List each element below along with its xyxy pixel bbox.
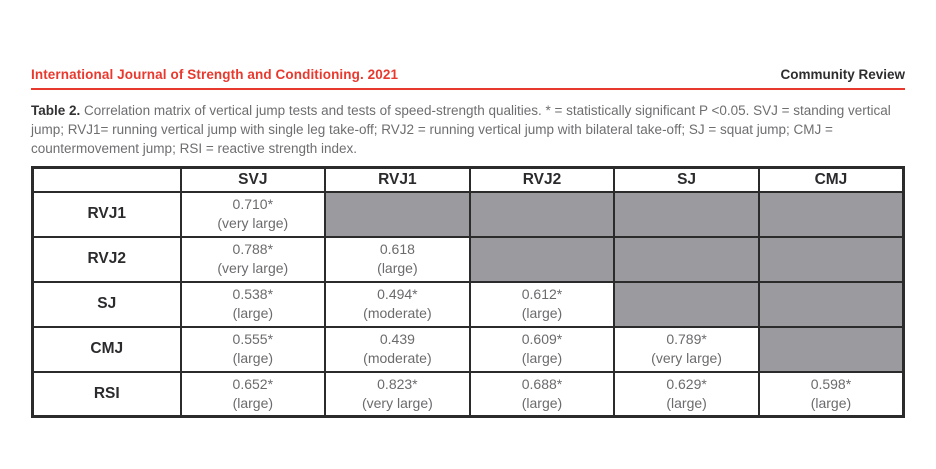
correlation-magnitude: (large) (232, 350, 274, 366)
correlation-magnitude: (large) (666, 394, 707, 411)
correlation-magnitude: (large) (232, 394, 274, 411)
empty-cell (324, 190, 471, 238)
correlation-magnitude: (very large) (217, 215, 289, 231)
row-header-rvj1: RVJ1 (31, 190, 182, 238)
cell-cmj-sj: 0.789* (very large) (613, 325, 760, 373)
empty-cell (613, 190, 760, 238)
table-row-rsi: RSI 0.652* (large) 0.823* (very large) 0… (31, 370, 905, 418)
cell-sj-svj: 0.538* (large) (179, 280, 327, 328)
column-header-rvj2: RVJ2 (468, 166, 616, 193)
column-header-svj: SVJ (179, 166, 327, 193)
correlation-value: 0.538* (232, 286, 274, 302)
correlation-magnitude: (large) (377, 260, 418, 276)
correlation-magnitude: (very large) (361, 394, 433, 411)
column-header-sj: SJ (613, 166, 760, 193)
correlation-magnitude: (large) (810, 394, 852, 411)
cell-sj-rvj2: 0.612* (large) (468, 280, 616, 328)
correlation-magnitude: (large) (521, 305, 563, 321)
table-row-cmj: CMJ 0.555* (large) 0.439 (moderate) 0.60… (31, 325, 905, 373)
correlation-magnitude: (very large) (651, 350, 722, 366)
cell-rvj1-svj: 0.710* (very large) (179, 190, 327, 238)
correlation-magnitude: (large) (521, 394, 563, 411)
column-header-blank (31, 166, 182, 193)
cell-rvj2-rvj1: 0.618 (large) (324, 235, 471, 283)
correlation-value: 0.688* (521, 375, 563, 392)
cell-rsi-cmj: 0.598* (large) (757, 370, 905, 418)
correlation-value: 0.629* (666, 375, 707, 392)
correlation-table: SVJ RVJ1 RVJ2 SJ CMJ RVJ1 0.710* (very l… (31, 166, 905, 418)
cell-sj-rvj1: 0.494* (moderate) (324, 280, 471, 328)
cell-cmj-rvj1: 0.439 (moderate) (324, 325, 471, 373)
row-header-rsi: RSI (31, 370, 182, 418)
cell-rsi-rvj1: 0.823* (very large) (324, 370, 471, 418)
correlation-value: 0.788* (232, 241, 274, 257)
header-row: SVJ RVJ1 RVJ2 SJ CMJ (31, 166, 905, 193)
correlation-magnitude: (very large) (217, 260, 289, 276)
cell-rsi-rvj2: 0.688* (large) (468, 370, 616, 418)
empty-cell (468, 235, 616, 283)
review-type-label: Community Review (780, 67, 905, 82)
empty-cell (613, 235, 760, 283)
empty-cell (757, 190, 905, 238)
table-row-rvj2: RVJ2 0.788* (very large) 0.618 (large) (31, 235, 905, 283)
correlation-value: 0.439 (379, 331, 415, 347)
correlation-value: 0.609* (521, 331, 563, 347)
cell-rsi-svj: 0.652* (large) (179, 370, 327, 418)
row-header-cmj: CMJ (31, 325, 182, 373)
empty-cell (757, 235, 905, 283)
row-header-rvj2: RVJ2 (31, 235, 182, 283)
correlation-value: 0.823* (377, 375, 418, 392)
cell-cmj-svj: 0.555* (large) (179, 325, 327, 373)
table-row-sj: SJ 0.538* (large) 0.494* (moderate) 0.61… (31, 280, 905, 328)
journal-header: International Journal of Strength and Co… (31, 67, 905, 82)
correlation-magnitude: (moderate) (363, 305, 432, 321)
correlation-magnitude: (large) (232, 305, 274, 321)
table-row-rvj1: RVJ1 0.710* (very large) (31, 190, 905, 238)
row-header-sj: SJ (31, 280, 182, 328)
cell-rsi-sj: 0.629* (large) (613, 370, 760, 418)
correlation-value: 0.618 (379, 241, 415, 257)
column-header-rvj1: RVJ1 (324, 166, 471, 193)
empty-cell (757, 280, 905, 328)
empty-cell (468, 190, 616, 238)
journal-title: International Journal of Strength and Co… (31, 67, 399, 82)
empty-cell (757, 325, 905, 373)
correlation-value: 0.652* (232, 375, 274, 392)
table-caption: Table 2. Correlation matrix of vertical … (31, 101, 901, 158)
correlation-value: 0.710* (232, 196, 274, 212)
cell-rvj2-svj: 0.788* (very large) (179, 235, 327, 283)
header-rule (31, 88, 905, 90)
empty-cell (613, 280, 760, 328)
correlation-value: 0.612* (521, 286, 563, 302)
correlation-value: 0.598* (810, 375, 852, 392)
caption-label: Table 2. (31, 103, 81, 118)
correlation-value: 0.494* (377, 286, 418, 302)
correlation-value: 0.789* (666, 331, 707, 347)
column-header-cmj: CMJ (757, 166, 905, 193)
correlation-magnitude: (moderate) (363, 350, 432, 366)
correlation-magnitude: (large) (521, 350, 563, 366)
correlation-value: 0.555* (232, 331, 274, 347)
cell-cmj-rvj2: 0.609* (large) (468, 325, 616, 373)
caption-text: Correlation matrix of vertical jump test… (31, 103, 891, 156)
